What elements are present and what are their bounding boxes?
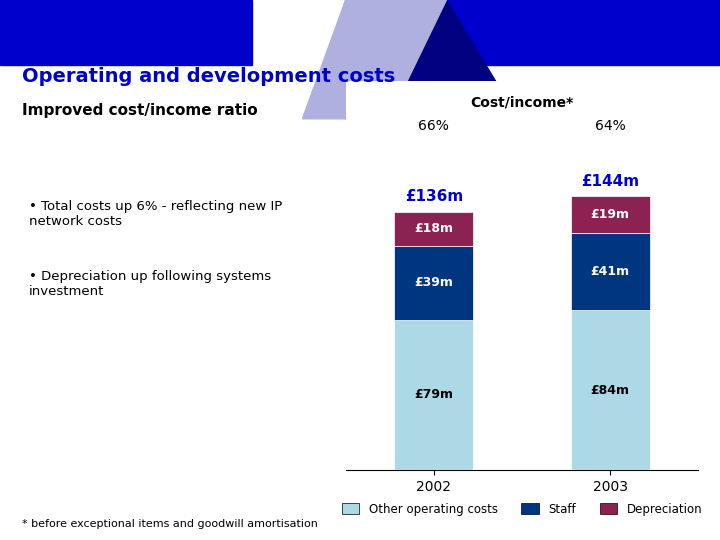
Text: £144m: £144m	[581, 174, 639, 189]
Bar	[570, 233, 650, 310]
Text: 66%: 66%	[418, 119, 449, 133]
Bar	[570, 310, 650, 470]
Polygon shape	[346, 0, 518, 119]
Text: £39m: £39m	[415, 276, 453, 289]
Text: £79m: £79m	[414, 388, 454, 401]
Text: Cost/income*: Cost/income*	[470, 95, 574, 109]
FancyBboxPatch shape	[338, 80, 706, 147]
Bar	[394, 320, 474, 470]
Text: Improved cost/income ratio: Improved cost/income ratio	[22, 103, 257, 118]
Text: £84m: £84m	[590, 383, 630, 396]
Text: £19m: £19m	[590, 208, 630, 221]
Text: £41m: £41m	[590, 265, 630, 278]
Bar	[394, 246, 474, 320]
Bar	[570, 197, 650, 233]
FancyBboxPatch shape	[0, 0, 252, 65]
Bar	[394, 212, 474, 246]
Text: £136m: £136m	[405, 189, 463, 204]
Text: • Total costs up 6% - reflecting new IP
network costs: • Total costs up 6% - reflecting new IP …	[29, 200, 282, 228]
Text: £18m: £18m	[414, 222, 454, 235]
Text: * before exceptional items and goodwill amortisation: * before exceptional items and goodwill …	[22, 519, 318, 529]
Polygon shape	[302, 0, 446, 119]
Legend: Other operating costs, Staff, Depreciation: Other operating costs, Staff, Depreciati…	[337, 498, 707, 520]
FancyBboxPatch shape	[396, 0, 720, 65]
Text: 64%: 64%	[595, 119, 626, 133]
Text: • Depreciation up following systems
investment: • Depreciation up following systems inve…	[29, 270, 271, 298]
Text: Operating and development costs: Operating and development costs	[22, 68, 395, 86]
